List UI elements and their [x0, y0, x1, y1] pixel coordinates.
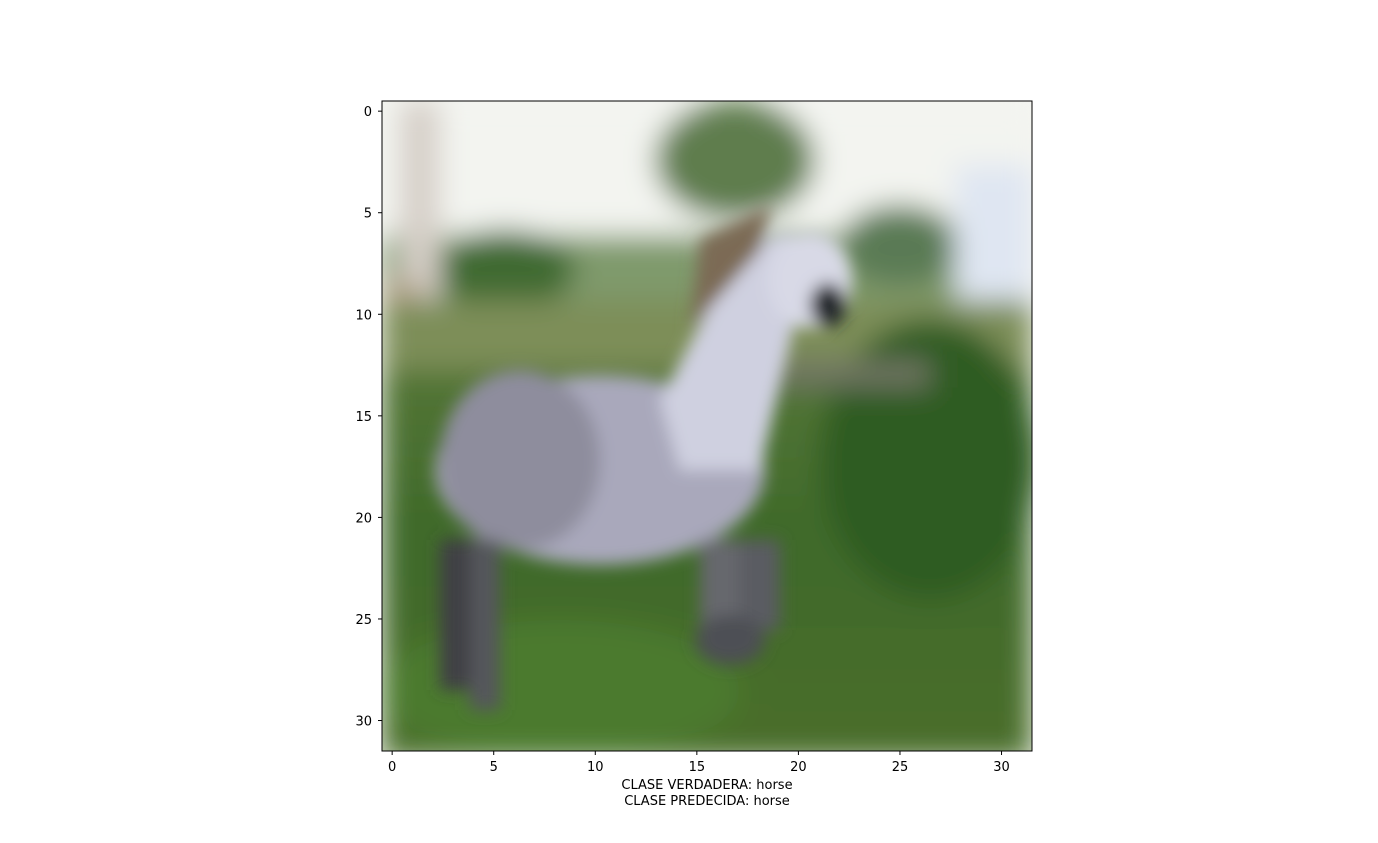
- horse-photo: [382, 101, 1032, 751]
- y-axis: 0 5 10 15 20 25 30: [355, 105, 382, 730]
- xlabel-true-class: CLASE VERDADERA: horse: [621, 778, 793, 793]
- y-tick-label: 10: [355, 308, 372, 323]
- x-tick-label: 25: [892, 760, 909, 775]
- y-tick-label: 20: [355, 511, 372, 526]
- y-tick-label: 30: [355, 715, 372, 730]
- y-tick-label: 25: [355, 613, 372, 628]
- y-tick-label: 0: [364, 105, 372, 120]
- x-tick-label: 30: [993, 760, 1010, 775]
- x-tick-label: 0: [388, 760, 396, 775]
- axes-frame: [381, 100, 1033, 752]
- x-tick-label: 10: [587, 760, 604, 775]
- x-axis: 0 5 10 15 20 25 30: [388, 751, 1010, 775]
- xlabel-predicted-class: CLASE PREDECIDA: horse: [624, 794, 790, 809]
- x-tick-label: 20: [790, 760, 807, 775]
- x-tick-label: 15: [689, 760, 706, 775]
- x-tick-label: 5: [490, 760, 498, 775]
- y-tick-label: 5: [364, 207, 372, 222]
- y-tick-label: 15: [355, 410, 372, 425]
